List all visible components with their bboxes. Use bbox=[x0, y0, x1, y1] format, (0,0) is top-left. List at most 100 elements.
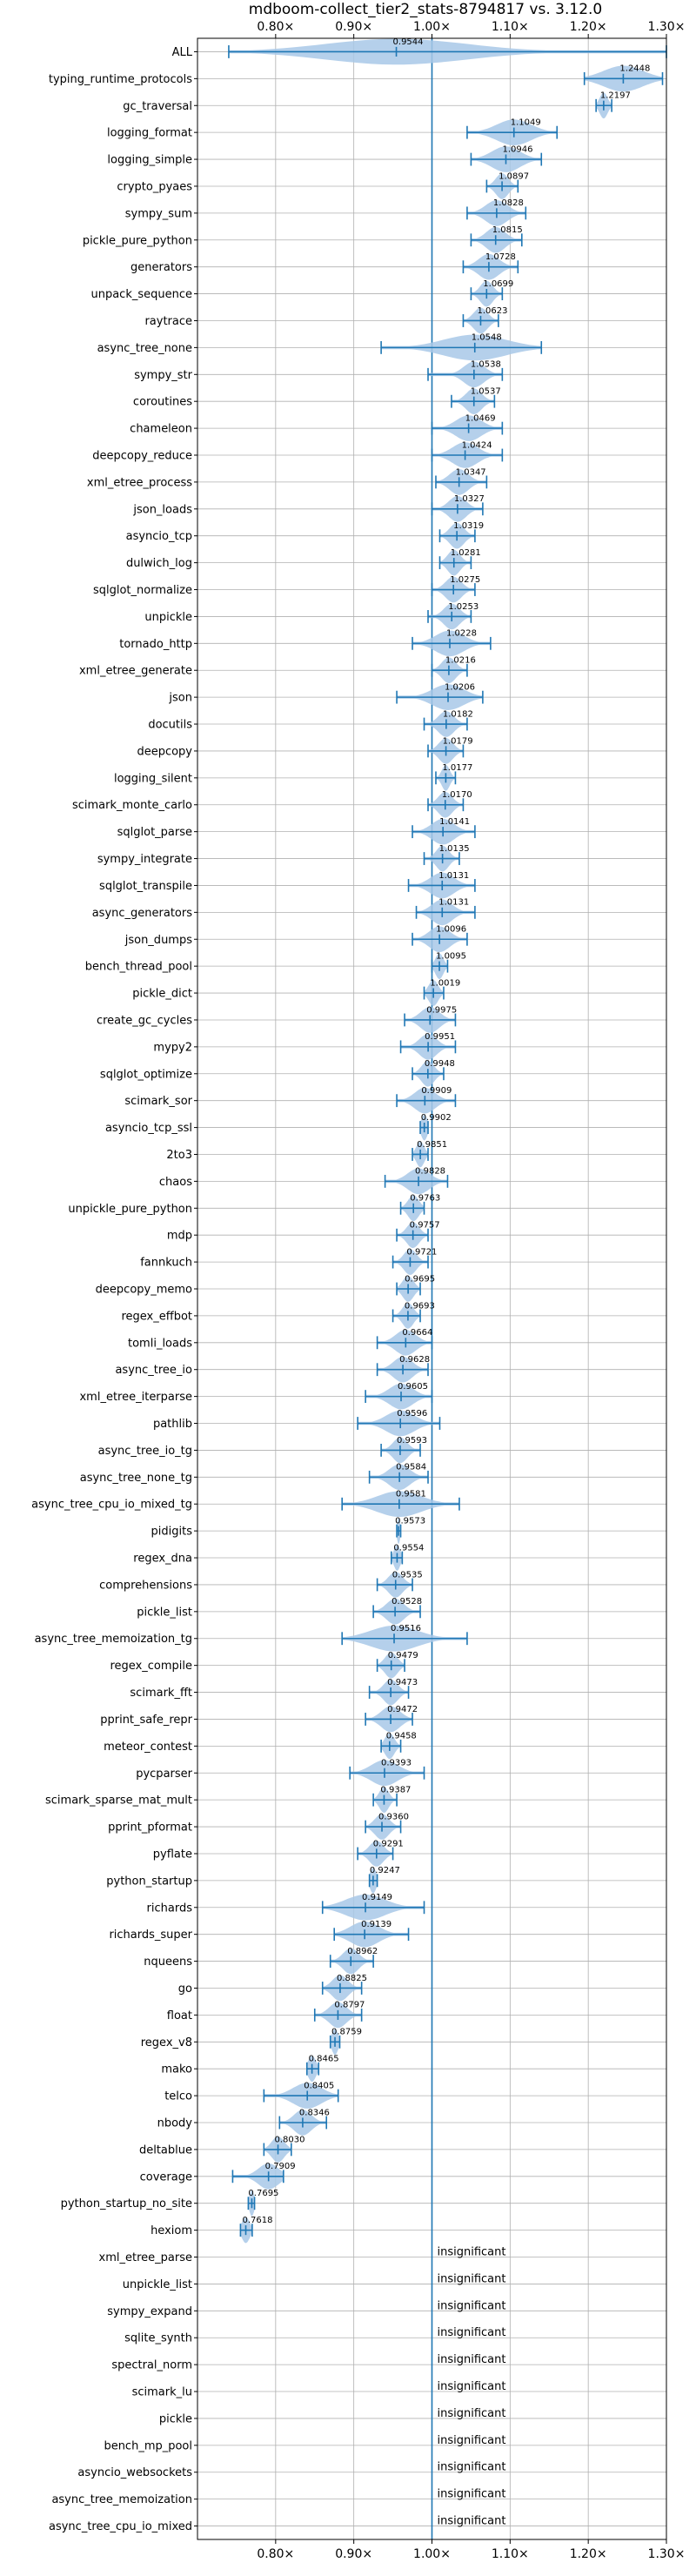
category-label: unpickle bbox=[144, 611, 192, 624]
violin-sqlglot_transpile bbox=[407, 872, 476, 899]
violin-pickle_list bbox=[372, 1599, 421, 1625]
category-label: async_tree_cpu_io_mixed_tg bbox=[31, 1499, 192, 1512]
bottom-tick-label: 1.30× bbox=[648, 2547, 686, 2561]
violin-pickle_pure_python bbox=[470, 227, 523, 253]
value-label: 1.0327 bbox=[454, 494, 485, 504]
insignificant-label: insignificant bbox=[438, 2380, 506, 2393]
value-label: 1.0281 bbox=[451, 548, 481, 558]
category-label: mypy2 bbox=[153, 1041, 192, 1054]
violin-regex_effbot bbox=[392, 1303, 421, 1329]
value-label: 1.0897 bbox=[499, 171, 529, 181]
category-label: tomli_loads bbox=[128, 1337, 192, 1350]
value-label: 0.9851 bbox=[417, 1140, 447, 1150]
category-label: pidigits bbox=[151, 1526, 193, 1539]
value-label: 1.0141 bbox=[439, 817, 470, 827]
violin-json_dumps bbox=[412, 926, 468, 953]
value-label: 0.9596 bbox=[397, 1409, 427, 1419]
value-label: 0.9473 bbox=[387, 1678, 418, 1687]
violin-pickle_dict bbox=[423, 980, 445, 1006]
value-label: 0.7909 bbox=[265, 2162, 296, 2171]
violin-async_tree_cpu_io_mixed_tg bbox=[341, 1491, 460, 1517]
value-label: 0.9544 bbox=[393, 37, 424, 47]
category-label: pathlib bbox=[153, 1418, 192, 1431]
violin-xml_etree_process bbox=[435, 469, 488, 495]
violin-coverage bbox=[231, 2163, 284, 2190]
bottom-tick-label: 1.10× bbox=[492, 2547, 529, 2561]
violin-hexiom bbox=[239, 2217, 253, 2244]
violin-scimark_fft bbox=[368, 1679, 410, 1706]
insignificant-label: insignificant bbox=[438, 2515, 506, 2528]
category-label: xml_etree_parse bbox=[99, 2251, 192, 2264]
value-label: 0.8346 bbox=[299, 2108, 330, 2117]
value-label: 1.2448 bbox=[619, 64, 650, 74]
violin-pprint_safe_repr bbox=[365, 1706, 413, 1733]
violin-richards_super bbox=[333, 1921, 410, 1948]
violin-unpickle_pure_python bbox=[399, 1195, 425, 1222]
category-label: regex_compile bbox=[110, 1660, 192, 1673]
category-label: coverage bbox=[140, 2170, 192, 2184]
value-label: 1.0699 bbox=[483, 279, 513, 289]
category-label: asyncio_websockets bbox=[77, 2466, 192, 2479]
value-label: 0.8030 bbox=[275, 2135, 305, 2144]
violin-logging_silent bbox=[435, 765, 457, 791]
value-label: 1.0216 bbox=[445, 656, 476, 666]
category-label: pprint_safe_repr bbox=[100, 1714, 192, 1727]
violin-tomli_loads bbox=[376, 1330, 433, 1356]
category-label: pycparser bbox=[136, 1768, 192, 1781]
category-label: xml_etree_generate bbox=[79, 665, 192, 678]
insignificant-label: insignificant bbox=[438, 2272, 506, 2285]
category-label: bench_mp_pool bbox=[104, 2439, 192, 2452]
value-label: 1.0135 bbox=[439, 844, 470, 854]
category-label: bench_thread_pool bbox=[85, 961, 192, 974]
top-tick-label: 1.20× bbox=[570, 20, 607, 34]
value-label: 1.0182 bbox=[443, 709, 473, 719]
value-label: 1.0828 bbox=[493, 198, 524, 208]
value-label: 0.9387 bbox=[380, 1786, 411, 1795]
category-label: deepcopy_memo bbox=[96, 1284, 192, 1297]
value-label: 0.8825 bbox=[337, 1974, 367, 1983]
insignificant-label: insignificant bbox=[438, 2326, 506, 2339]
violin-python_startup bbox=[368, 1868, 378, 1894]
violin-deepcopy_memo bbox=[396, 1276, 421, 1302]
value-label: 1.0206 bbox=[445, 682, 475, 692]
value-label: 0.9479 bbox=[388, 1651, 418, 1660]
value-label: 1.0347 bbox=[456, 467, 486, 477]
category-label: chameleon bbox=[130, 423, 192, 436]
violin-go bbox=[321, 1975, 363, 2002]
value-label: 0.9693 bbox=[405, 1301, 435, 1311]
top-tick-label: 1.00× bbox=[413, 20, 451, 34]
value-label: 0.9695 bbox=[405, 1274, 435, 1284]
value-label: 0.9828 bbox=[415, 1167, 445, 1177]
violin-pyflate bbox=[357, 1841, 394, 1867]
value-label: 1.0537 bbox=[471, 387, 501, 397]
value-label: 0.9948 bbox=[425, 1059, 455, 1069]
category-label: mako bbox=[161, 2063, 192, 2076]
category-label: pickle_list bbox=[137, 1606, 192, 1619]
category-label: deepcopy_reduce bbox=[92, 450, 192, 463]
category-label: docutils bbox=[148, 719, 192, 732]
category-label: async_tree_none_tg bbox=[80, 1472, 192, 1485]
chart-title: mdboom-collect_tier2_stats-8794817 vs. 3… bbox=[249, 1, 602, 18]
category-label: pickle_dict bbox=[132, 988, 192, 1001]
violin-scimark_monte_carlo bbox=[427, 791, 465, 818]
value-label: 1.0946 bbox=[502, 144, 532, 154]
insignificant-label: insignificant bbox=[438, 2299, 506, 2312]
value-label: 0.9909 bbox=[421, 1086, 452, 1096]
violin-async_tree_io bbox=[376, 1356, 429, 1383]
violin-sympy_sum bbox=[466, 200, 527, 226]
violin-crypto_pyaes bbox=[485, 173, 519, 199]
value-label: 0.9581 bbox=[396, 1490, 426, 1499]
category-label: async_tree_io_tg bbox=[98, 1445, 192, 1458]
category-label: spectral_norm bbox=[111, 2359, 192, 2372]
value-label: 1.0275 bbox=[450, 575, 480, 585]
violin-logging_format bbox=[466, 119, 559, 145]
category-label: scimark_sparse_mat_mult bbox=[45, 1794, 192, 1808]
value-label: 0.8797 bbox=[334, 2001, 365, 2010]
value-label: 1.0170 bbox=[442, 790, 472, 800]
value-label: 0.9247 bbox=[370, 1866, 400, 1875]
violin-xml_etree_iterparse bbox=[365, 1383, 433, 1410]
category-label: gc_traversal bbox=[123, 100, 192, 113]
category-label: xml_etree_process bbox=[87, 476, 192, 489]
category-label: sqlglot_normalize bbox=[93, 584, 192, 597]
